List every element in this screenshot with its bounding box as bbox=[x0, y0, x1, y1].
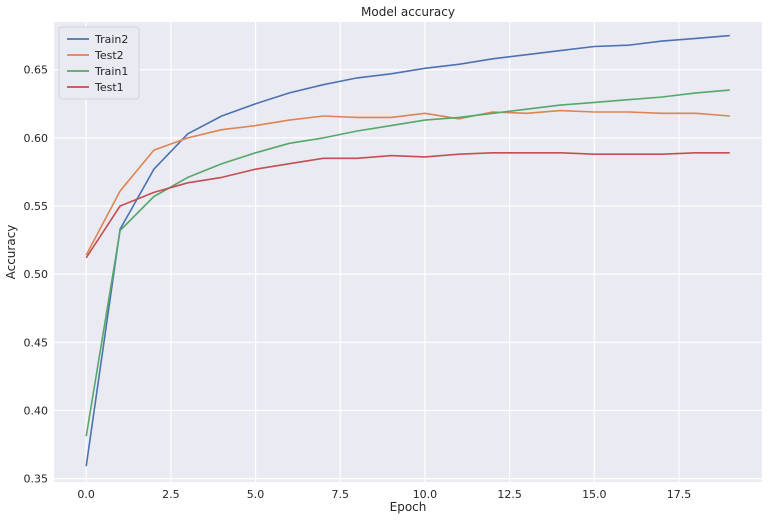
x-tick-label: 15.0 bbox=[582, 488, 607, 501]
legend-box bbox=[58, 26, 140, 100]
legend-entry: Test2 bbox=[94, 49, 124, 62]
y-axis-ticks: 0.35 0.40 0.45 0.50 0.55 0.60 0.65 bbox=[24, 64, 49, 486]
x-tick-label: 17.5 bbox=[667, 488, 692, 501]
legend: Train2 Test2 Train1 Test1 bbox=[58, 26, 140, 100]
legend-entry: Train1 bbox=[94, 65, 128, 78]
x-tick-label: 10.0 bbox=[413, 488, 438, 501]
y-tick-label: 0.55 bbox=[24, 200, 49, 213]
x-tick-label: 2.5 bbox=[162, 488, 180, 501]
x-axis-label: Epoch bbox=[390, 500, 427, 514]
x-axis-ticks: 0.0 2.5 5.0 7.5 10.0 12.5 15.0 17.5 bbox=[77, 488, 691, 501]
x-tick-label: 0.0 bbox=[77, 488, 95, 501]
y-tick-label: 0.35 bbox=[24, 473, 49, 486]
y-axis-label: Accuracy bbox=[4, 225, 18, 280]
series-line-train2 bbox=[85, 34, 730, 467]
y-tick-label: 0.50 bbox=[24, 268, 49, 281]
series-lines bbox=[85, 34, 730, 467]
series-line-train1 bbox=[85, 89, 730, 437]
legend-entry: Test1 bbox=[94, 81, 124, 94]
plot-area bbox=[54, 22, 762, 482]
y-tick-label: 0.60 bbox=[24, 132, 49, 145]
y-tick-label: 0.40 bbox=[24, 404, 49, 417]
y-tick-label: 0.65 bbox=[24, 64, 49, 77]
y-tick-label: 0.45 bbox=[24, 336, 49, 349]
legend-entry: Train2 bbox=[94, 33, 128, 46]
x-tick-label: 7.5 bbox=[331, 488, 349, 501]
x-tick-label: 5.0 bbox=[247, 488, 265, 501]
x-tick-label: 12.5 bbox=[497, 488, 522, 501]
grid bbox=[54, 22, 762, 482]
chart-title: Model accuracy bbox=[361, 5, 455, 19]
series-line-test2 bbox=[85, 109, 730, 256]
series-line-test1 bbox=[85, 152, 730, 259]
